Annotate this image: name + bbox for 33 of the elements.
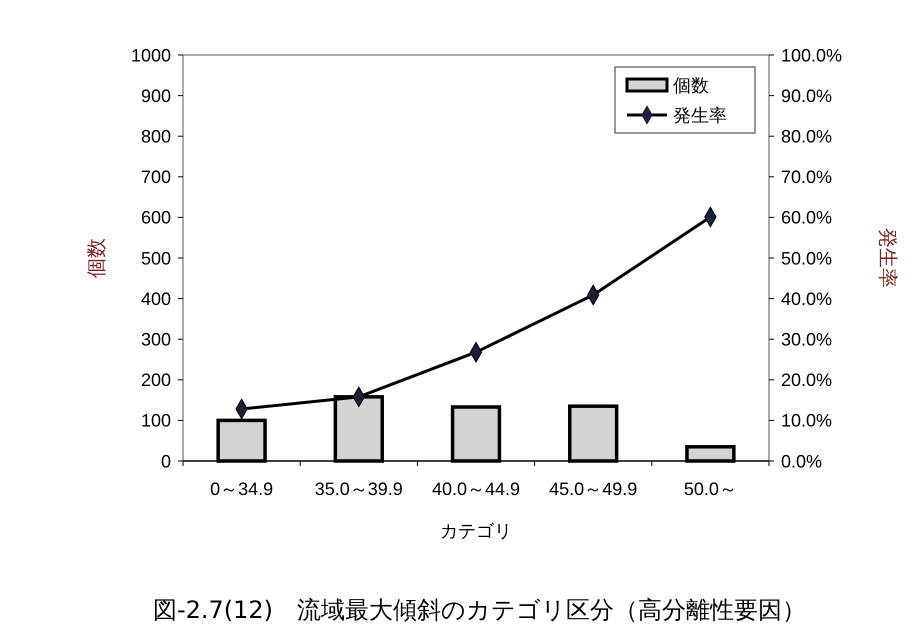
y-tick-label: 900	[140, 86, 171, 106]
legend-label: 発生率	[673, 105, 727, 126]
x-tick-label: 50.0～	[684, 479, 737, 499]
y-tick-label: 300	[140, 330, 171, 350]
y-axis-title: 個数	[86, 238, 108, 278]
y-tick-label: 500	[140, 248, 171, 268]
x-tick-label: 35.0～39.9	[314, 479, 403, 499]
y-tick-label: 600	[140, 208, 171, 228]
y2-tick-label: 90.0%	[781, 86, 832, 106]
y-tick-label: 100	[140, 410, 171, 431]
x-tick-label: 40.0～44.9	[432, 479, 520, 499]
y2-tick-label: 100.0%	[781, 45, 842, 66]
y2-tick-label: 20.0%	[781, 370, 832, 390]
y-tick-label: 0	[160, 451, 171, 472]
y2-axis-title: 発生率	[876, 228, 898, 288]
text: 図-2.7(12) 流域最大傾斜のカテゴリ区分（高分離性要因）	[152, 596, 806, 624]
y2-tick-label: 40.0%	[781, 288, 832, 309]
y-tick-label: 200	[140, 370, 171, 390]
y2-tick-label: 50.0%	[781, 248, 832, 268]
y2-tick-label: 0.0%	[781, 451, 822, 472]
y-tick-label: 1000	[130, 45, 171, 66]
y-tick-label: 400	[140, 288, 171, 309]
legend-label: 個数	[673, 75, 709, 96]
y2-tick-label: 30.0%	[781, 330, 832, 350]
y2-tick-label: 70.0%	[781, 167, 832, 188]
y2-tick-label: 10.0%	[781, 410, 832, 431]
x-axis-title: カテゴリ	[440, 521, 512, 541]
y-tick-label: 800	[140, 126, 171, 146]
x-tick-label: 0～34.9	[210, 479, 274, 499]
y2-tick-label: 60.0%	[781, 208, 832, 228]
x-tick-label: 45.0～49.9	[549, 479, 638, 499]
y2-tick-label: 80.0%	[781, 126, 832, 146]
y-tick-label: 700	[140, 167, 171, 188]
